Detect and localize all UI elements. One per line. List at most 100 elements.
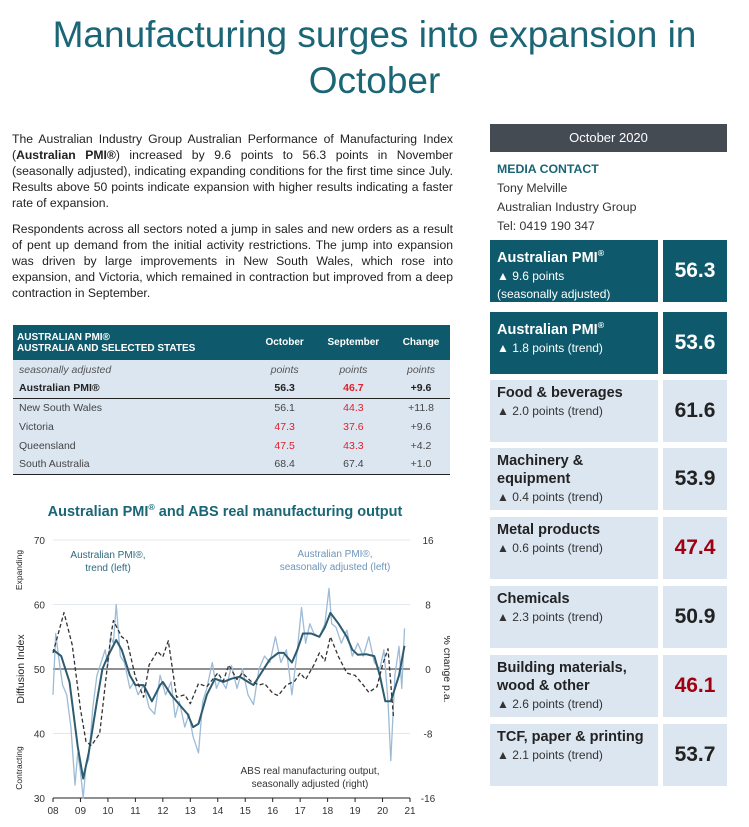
- x-tick-label: 08: [47, 806, 59, 817]
- y2-tick-label: -16: [421, 794, 436, 805]
- sector-card: Chemicals ▲ 2.3 points (trend) 50.9: [490, 586, 727, 648]
- row-october: 56.3: [254, 379, 315, 399]
- row-name: Queensland: [19, 439, 76, 452]
- abs-series-line: [52, 611, 395, 747]
- card-label: Metal products ▲ 0.6 points (trend): [490, 517, 658, 579]
- card-label: TCF, paper & printing ▲ 2.1 points (trend…: [490, 724, 658, 786]
- row-change: +11.8: [408, 401, 434, 414]
- card-title: Australian PMI®: [497, 248, 605, 266]
- card-title: Food & beverages: [497, 385, 623, 401]
- card-title: TCF, paper & printing: [497, 729, 644, 745]
- card-change: ▲ 2.6 points (trend): [497, 697, 603, 711]
- row-name: New South Wales: [19, 401, 103, 414]
- page-title: Manufacturing surges into expansion in O…: [52, 14, 697, 101]
- contact-org: Australian Industry Group: [497, 200, 637, 214]
- card-change: ▲ 0.4 points (trend): [497, 490, 603, 504]
- trend-series-line: [52, 611, 406, 780]
- units-chg: points: [407, 363, 436, 376]
- card-value: 53.6: [663, 312, 727, 374]
- abs-annotation-1: ABS real manufacturing output,: [241, 766, 380, 777]
- x-tick-label: 16: [267, 806, 279, 817]
- table-row: Victoria 47.3 37.6 +9.6: [13, 417, 450, 436]
- media-contact: MEDIA CONTACT Tony Melville Australian I…: [497, 160, 636, 236]
- card-title: Building materials, wood & other: [497, 660, 627, 694]
- table-row: Queensland 47.5 43.3 +4.2: [13, 436, 450, 455]
- card-change: ▲ 2.0 points (trend): [497, 404, 603, 418]
- card-value: 61.6: [663, 380, 727, 442]
- header-line-1: AUSTRALIAN PMI®: [17, 331, 110, 343]
- x-tick-label: 20: [377, 806, 389, 817]
- row-september: 37.6: [343, 420, 364, 433]
- y2-tick-label: 8: [425, 601, 431, 612]
- x-tick-label: 18: [322, 806, 334, 817]
- units-oct: points: [270, 363, 299, 376]
- table-header: AUSTRALIAN PMI® AUSTRALIA AND SELECTED ST…: [13, 325, 450, 360]
- table-row: South Australia 68.4 67.4 +1.0: [13, 455, 450, 475]
- x-tick-label: 11: [130, 806, 141, 817]
- table-header-title: AUSTRALIAN PMI® AUSTRALIA AND SELECTED ST…: [13, 325, 255, 360]
- y-tick-label: 70: [34, 536, 46, 547]
- table-row: Australian PMI® 56.3 46.7 +9.6: [13, 379, 450, 399]
- y-axis-label: Diffusion Index: [15, 634, 27, 704]
- row-october: 47.5: [274, 439, 295, 452]
- header-line-2: AUSTRALIA AND SELECTED STATES: [17, 342, 196, 354]
- card-label: Food & beverages ▲ 2.0 points (trend): [490, 380, 658, 442]
- intro-paragraph-1: The Australian Industry Group Australian…: [12, 131, 453, 211]
- trend-annotation-1: Australian PMI®,: [70, 550, 145, 561]
- card-title: Metal products: [497, 522, 601, 538]
- card-label: Australian PMI® ▲ 9.6 points (seasonally a…: [490, 240, 658, 302]
- abs-annotation-2: seasonally adjusted (right): [252, 779, 369, 790]
- report-date: October 2020: [490, 124, 727, 152]
- sa-annotation-2: seasonally adjusted (left): [280, 562, 391, 573]
- row-september: 67.4: [314, 455, 393, 475]
- row-change: +1.0: [392, 455, 450, 475]
- card-change: ▲ 2.3 points (trend): [497, 610, 603, 624]
- x-tick-label: 17: [295, 806, 307, 817]
- row-september: 46.7: [314, 379, 393, 399]
- row-september: 43.3: [343, 439, 364, 452]
- card-change: ▲ 0.6 points (trend): [497, 541, 603, 555]
- x-tick-label: 19: [350, 806, 362, 817]
- contact-heading: MEDIA CONTACT: [497, 162, 599, 176]
- row-october: 56.1: [274, 401, 295, 414]
- sector-card: Metal products ▲ 0.6 points (trend) 47.4: [490, 517, 727, 579]
- y-tick-label: 40: [34, 730, 46, 741]
- card-title: Australian PMI®: [497, 320, 605, 338]
- sa-series-line: [52, 587, 406, 799]
- x-tick-label: 13: [185, 806, 197, 817]
- units-row: seasonally adjusted points points points: [13, 360, 450, 379]
- sector-card: TCF, paper & printing ▲ 2.1 points (trend…: [490, 724, 727, 786]
- row-name: Victoria: [19, 420, 54, 433]
- row-change: +9.6: [410, 420, 432, 433]
- sector-card: Machinery & equipment ▲ 0.4 points (trend…: [490, 448, 727, 510]
- pmi-chart: 70 16 60 8 50 0 40 -8 30 -16 08 09 10 11 12 13 14 15 16 17 1…: [14, 536, 450, 817]
- card-change: ▲ 1.8 points (trend): [497, 340, 603, 355]
- card-value: 53.7: [663, 724, 727, 786]
- card-title: Machinery & equipment: [497, 453, 584, 487]
- row-name: South Australia: [13, 455, 255, 475]
- units-sep: points: [339, 363, 368, 376]
- y-tick-label: 30: [34, 794, 46, 805]
- row-name: Australian PMI®: [13, 379, 255, 399]
- card-change: ▲ 2.1 points (trend): [497, 748, 603, 762]
- x-tick-label: 09: [75, 806, 87, 817]
- intro-bold: Australian PMI®: [16, 148, 116, 162]
- card-title: Chemicals: [497, 591, 570, 607]
- trend-annotation-2: trend (left): [85, 563, 131, 574]
- y-tick-label: 60: [34, 601, 46, 612]
- states-table: AUSTRALIAN PMI® AUSTRALIA AND SELECTED ST…: [13, 325, 450, 475]
- card-label: Australian PMI® ▲ 1.8 points (trend): [490, 312, 658, 374]
- card-label: Building materials, wood & other ▲ 2.6 po…: [490, 655, 658, 717]
- chart-title: Australian PMI® and ABS real manufacturi…: [47, 502, 403, 520]
- sector-card: Australian PMI® ▲ 1.8 points (trend) 53.6: [490, 312, 727, 374]
- y2-axis-label: % change p.a.: [441, 635, 450, 702]
- row-october: 47.3: [274, 420, 295, 433]
- contact-tel: Tel: 0419 190 347: [497, 219, 595, 233]
- x-tick-label: 14: [212, 806, 224, 817]
- y-tick-label: 50: [34, 665, 46, 676]
- intro-paragraph-2: Respondents across all sectors noted a j…: [12, 222, 453, 300]
- card-value: 56.3: [663, 240, 727, 302]
- x-tick-label: 21: [404, 806, 416, 817]
- table-row: New South Wales 56.1 44.3 +11.8: [13, 398, 450, 417]
- y2-tick-label: -8: [424, 730, 433, 741]
